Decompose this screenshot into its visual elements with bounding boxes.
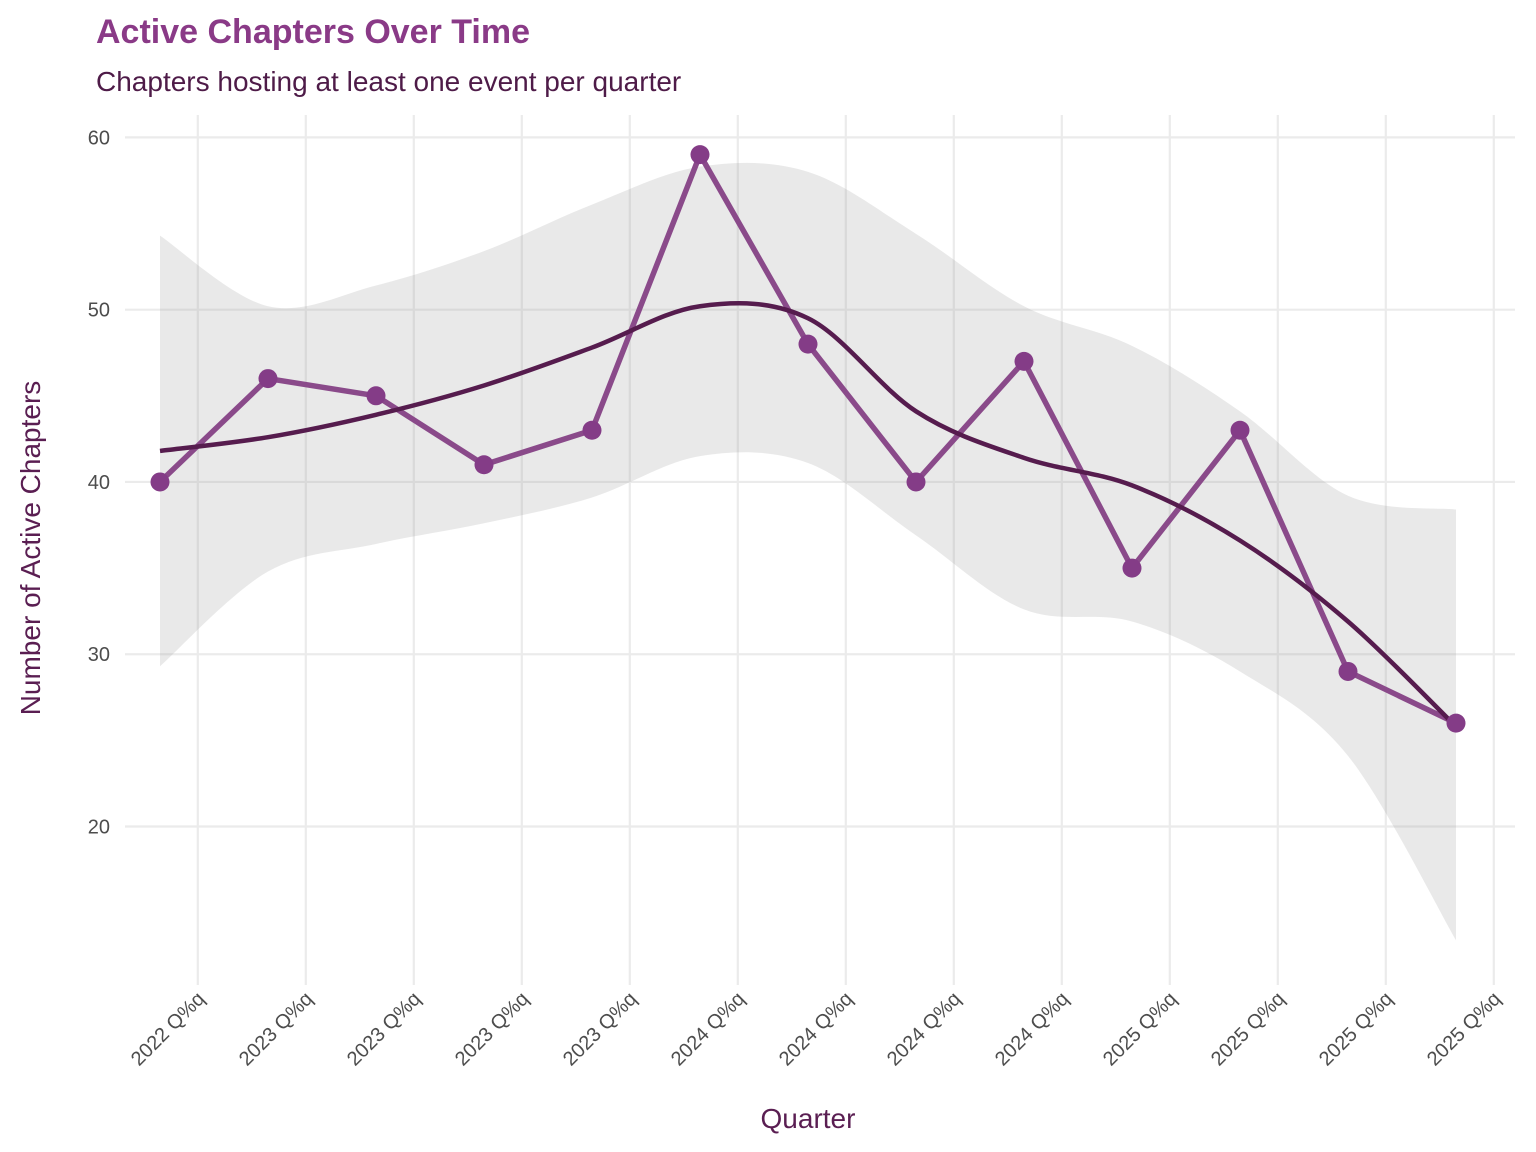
x-tick-label: 2022 Q%q bbox=[127, 988, 209, 1070]
chart-subtitle: Chapters hosting at least one event per … bbox=[96, 66, 681, 97]
x-tick-label: 2023 Q%q bbox=[343, 988, 425, 1070]
x-tick-label: 2025 Q%q bbox=[1315, 988, 1397, 1070]
gridlines bbox=[125, 115, 1515, 985]
data-point bbox=[906, 472, 926, 492]
data-point bbox=[1230, 420, 1250, 440]
x-tick-label: 2025 Q%q bbox=[1099, 988, 1181, 1070]
x-tick-label: 2023 Q%q bbox=[235, 988, 317, 1070]
x-axis-title: Quarter bbox=[761, 1103, 856, 1134]
y-axis-ticks: 20 30 40 50 60 bbox=[88, 127, 110, 838]
confidence-band-area bbox=[160, 162, 1456, 941]
data-point bbox=[582, 420, 602, 440]
y-tick-label: 20 bbox=[88, 817, 110, 839]
data-point bbox=[1446, 713, 1466, 733]
data-point bbox=[474, 455, 494, 475]
data-point bbox=[798, 334, 818, 354]
x-tick-label: 2025 Q%q bbox=[1207, 988, 1289, 1070]
data-point bbox=[1122, 558, 1142, 578]
data-point bbox=[1338, 661, 1358, 681]
y-tick-label: 30 bbox=[88, 644, 110, 666]
x-tick-label: 2023 Q%q bbox=[559, 988, 641, 1070]
x-axis-ticks: 2022 Q%q 2023 Q%q 2023 Q%q 2023 Q%q 2023 Q%q… bbox=[127, 988, 1505, 1070]
data-point bbox=[690, 145, 710, 165]
y-tick-label: 60 bbox=[88, 127, 110, 149]
x-tick-label: 2024 Q%q bbox=[991, 988, 1073, 1070]
chart-title: Active Chapters Over Time bbox=[96, 13, 530, 51]
data-point bbox=[366, 386, 386, 406]
y-axis-title: Number of Active Chapters bbox=[15, 381, 46, 716]
data-point bbox=[258, 369, 278, 389]
y-tick-label: 40 bbox=[88, 472, 110, 494]
x-tick-label: 2024 Q%q bbox=[883, 988, 965, 1070]
x-tick-label: 2025 Q%q bbox=[1423, 988, 1505, 1070]
x-tick-label: 2024 Q%q bbox=[775, 988, 857, 1070]
data-point bbox=[150, 472, 170, 492]
smooth-trend bbox=[159, 301, 1458, 729]
smooth-trend-line bbox=[159, 301, 1458, 729]
y-tick-label: 50 bbox=[88, 300, 110, 322]
confidence-band bbox=[160, 162, 1456, 941]
x-tick-label: 2024 Q%q bbox=[667, 988, 749, 1070]
data-points bbox=[150, 145, 1466, 733]
data-point bbox=[1014, 351, 1034, 371]
x-tick-label: 2023 Q%q bbox=[451, 988, 533, 1070]
